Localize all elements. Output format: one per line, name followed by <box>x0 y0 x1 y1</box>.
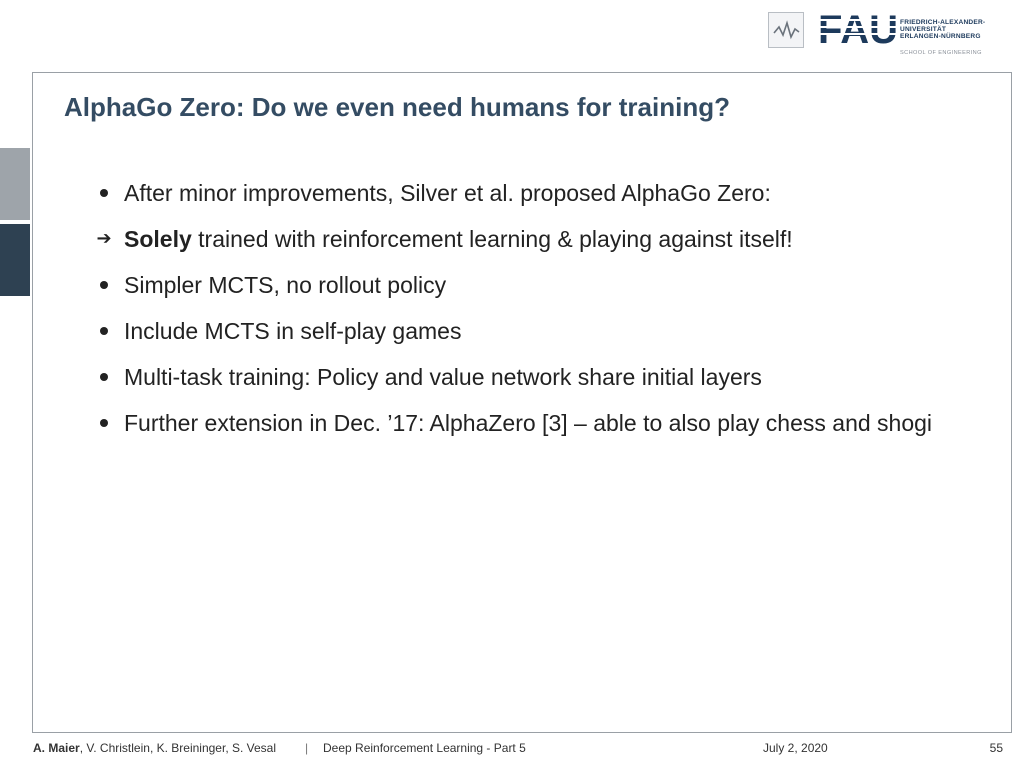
side-tab-light <box>0 148 30 220</box>
bullet-text: Simpler MCTS, no rollout policy <box>124 272 447 298</box>
bullet-item: Further extension in Dec. ’17: AlphaZero… <box>88 406 988 440</box>
bullet-dot <box>100 373 108 381</box>
bullet-dot <box>100 419 108 427</box>
bullet-item: After minor improvements, Silver et al. … <box>88 176 988 210</box>
lme-logo <box>768 12 804 48</box>
footer-course: Deep Reinforcement Learning - Part 5 <box>323 741 526 755</box>
side-tab-dark <box>0 224 30 296</box>
university-name: FRIEDRICH-ALEXANDER- UNIVERSITÄT ERLANGE… <box>900 19 985 41</box>
bullet-text: Include MCTS in self-play games <box>124 318 462 344</box>
university-line-3: ERLANGEN-NÜRNBERG <box>900 33 981 41</box>
footer-separator: | <box>305 741 309 755</box>
fau-logo-text: FAU <box>818 10 896 48</box>
bullet-dot <box>100 327 108 335</box>
bullet-text: Further extension in Dec. ’17: AlphaZero… <box>124 410 933 436</box>
slide-title: AlphaGo Zero: Do we even need humans for… <box>64 92 730 122</box>
footer-author-main: A. Maier <box>33 741 80 755</box>
bullet-text: After minor improvements, Silver et al. … <box>124 180 771 206</box>
bullet-item: Multi-task training: Policy and value ne… <box>88 360 988 394</box>
bullet-item: Simpler MCTS, no rollout policy <box>88 268 988 302</box>
fau-logo: FAU <box>818 8 898 52</box>
bullet-item: Include MCTS in self-play games <box>88 314 988 348</box>
bullet-list: After minor improvements, Silver et al. … <box>88 176 988 452</box>
footer-author-rest: , V. Christlein, K. Breininger, S. Vesal <box>79 741 277 755</box>
arrow-icon: ➔ <box>96 228 112 249</box>
bullet-item: ➔ Solely trained with reinforcement lear… <box>88 222 988 256</box>
bullet-bold: Solely <box>124 226 192 252</box>
footer-date: July 2, 2020 <box>763 741 828 755</box>
bullet-text: trained with reinforcement learning & pl… <box>191 226 793 252</box>
page-number: 55 <box>989 741 1003 755</box>
university-line-1: FRIEDRICH-ALEXANDER- <box>900 19 986 26</box>
slide-frame <box>32 72 1012 733</box>
university-line-2: UNIVERSITÄT <box>900 26 947 34</box>
footer-authors: A. Maier, V. Christlein, K. Breininger, … <box>33 741 276 755</box>
bullet-dot <box>100 189 108 197</box>
bullet-dot <box>100 281 108 289</box>
bullet-text: Multi-task training: Policy and value ne… <box>124 364 762 390</box>
school-name: SCHOOL OF ENGINEERING <box>900 50 982 56</box>
